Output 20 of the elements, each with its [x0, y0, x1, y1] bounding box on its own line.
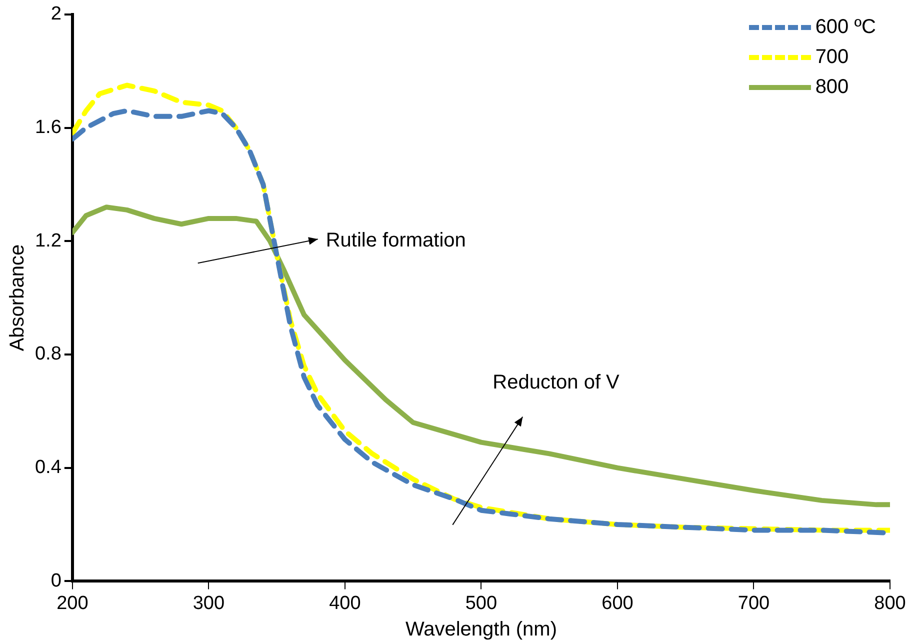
legend-label: 700: [815, 46, 849, 68]
y-tick-label: 2: [50, 4, 62, 25]
x-tick-label: 800: [874, 592, 906, 614]
x-tick-label: 300: [192, 592, 225, 614]
y-tick-label: 1.6: [34, 116, 62, 138]
x-axis-title: Wavelength (nm): [405, 618, 557, 641]
y-axis-title: Absorbance: [6, 244, 29, 352]
legend-label: 800: [815, 76, 849, 98]
y-tick-label: 0: [50, 570, 62, 592]
y-tick-label: 1.2: [34, 230, 62, 252]
annotation: Rutile formation: [326, 230, 466, 252]
x-tick-label: 200: [56, 592, 88, 614]
annotation: Reducton of V: [492, 371, 620, 394]
x-tick-label: 600: [602, 592, 634, 614]
y-tick-label: 0.8: [34, 344, 62, 365]
x-tick-label: 700: [738, 592, 770, 614]
x-tick-label: 400: [329, 592, 361, 614]
x-tick-label: 500: [465, 592, 498, 614]
legend-label: 600 ºC: [815, 16, 876, 38]
y-tick-label: 0.4: [34, 457, 62, 478]
